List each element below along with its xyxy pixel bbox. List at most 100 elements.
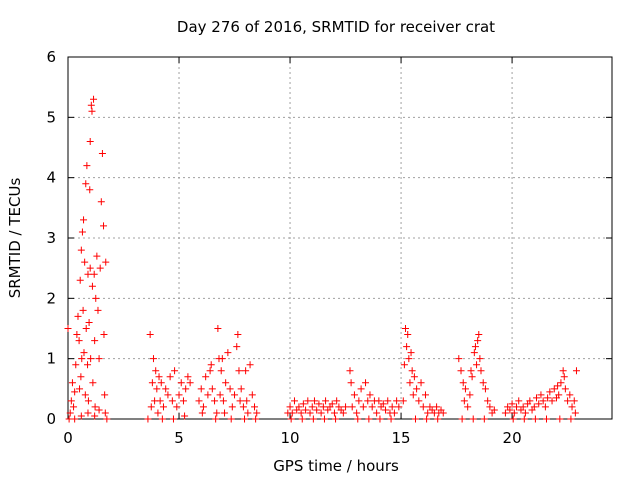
- data-point: [166, 373, 174, 381]
- data-point: [548, 397, 556, 405]
- data-point: [366, 391, 374, 399]
- data-point: [212, 415, 220, 423]
- data-point: [533, 394, 541, 402]
- data-point: [88, 107, 96, 115]
- data-point: [490, 406, 498, 414]
- data-point: [531, 415, 539, 423]
- data-point: [423, 415, 431, 423]
- data-point: [80, 216, 88, 224]
- data-point: [71, 388, 79, 396]
- data-point: [355, 397, 363, 405]
- data-point: [404, 331, 412, 339]
- data-point: [382, 406, 390, 414]
- data-point: [91, 337, 99, 345]
- data-point: [251, 403, 259, 411]
- data-point: [406, 379, 414, 387]
- data-point: [197, 385, 205, 393]
- x-tick-label: 15: [392, 429, 411, 447]
- data-point: [350, 391, 358, 399]
- data-point: [297, 409, 305, 417]
- data-point: [475, 331, 483, 339]
- data-point: [459, 379, 467, 387]
- data-point: [181, 412, 189, 420]
- data-point: [362, 379, 370, 387]
- data-point: [234, 331, 242, 339]
- data-point: [87, 355, 95, 363]
- data-point: [77, 246, 85, 254]
- data-point: [76, 385, 84, 393]
- data-point: [546, 388, 554, 396]
- data-point: [309, 415, 317, 423]
- data-point: [207, 361, 215, 369]
- data-point: [82, 180, 90, 188]
- data-point: [347, 379, 355, 387]
- data-point: [73, 331, 81, 339]
- data-point: [541, 403, 549, 411]
- data-point: [468, 373, 476, 381]
- data-point: [467, 367, 475, 375]
- data-point: [387, 415, 395, 423]
- data-point: [560, 373, 568, 381]
- data-point: [434, 415, 442, 423]
- data-point: [82, 325, 90, 332]
- y-tick-label: 4: [46, 169, 56, 187]
- data-point: [100, 222, 108, 230]
- data-point: [146, 331, 154, 339]
- data-point: [399, 397, 407, 405]
- data-point: [310, 397, 318, 405]
- data-point: [78, 355, 86, 363]
- data-point: [455, 355, 463, 363]
- data-point: [519, 403, 527, 411]
- data-point: [308, 403, 316, 411]
- data-point: [236, 397, 244, 405]
- y-tick-label: 2: [46, 289, 56, 307]
- data-point: [84, 409, 92, 417]
- data-point: [252, 415, 260, 423]
- data-point: [290, 397, 298, 405]
- data-point: [149, 355, 157, 363]
- data-point: [87, 101, 95, 109]
- data-point: [101, 409, 109, 417]
- data-point: [195, 397, 203, 405]
- data-point: [199, 403, 207, 411]
- data-point: [237, 385, 245, 393]
- data-point: [537, 391, 545, 399]
- data-point: [333, 397, 341, 405]
- data-point: [557, 379, 565, 387]
- data-point: [233, 343, 241, 351]
- y-tick-label: 5: [46, 108, 56, 126]
- data-point: [508, 400, 516, 408]
- data-point: [530, 403, 538, 411]
- data-point: [302, 406, 310, 414]
- data-point: [317, 409, 325, 417]
- data-point: [94, 306, 102, 314]
- data-point: [486, 403, 494, 411]
- data-point: [84, 270, 92, 278]
- data-point: [164, 391, 172, 399]
- data-point: [231, 391, 239, 399]
- data-point: [513, 403, 521, 411]
- data-point: [66, 409, 74, 417]
- y-tick-label: 6: [46, 48, 56, 66]
- data-point: [77, 373, 85, 381]
- data-point: [433, 403, 441, 411]
- data-point: [96, 264, 104, 272]
- data-point: [153, 385, 161, 393]
- data-point: [375, 397, 383, 405]
- data-point: [419, 403, 427, 411]
- data-point: [89, 379, 97, 387]
- data-point: [395, 403, 403, 411]
- data-point: [206, 367, 214, 375]
- y-tick-label: 3: [46, 229, 56, 247]
- data-point: [222, 379, 230, 387]
- data-point: [147, 403, 155, 411]
- data-point: [242, 367, 250, 375]
- data-point: [328, 400, 336, 408]
- y-tick-label: 1: [46, 350, 56, 368]
- data-point: [74, 312, 82, 320]
- data-point: [216, 391, 224, 399]
- data-point: [550, 385, 558, 393]
- data-point: [214, 325, 222, 332]
- data-point: [457, 367, 465, 375]
- data-point: [384, 397, 392, 405]
